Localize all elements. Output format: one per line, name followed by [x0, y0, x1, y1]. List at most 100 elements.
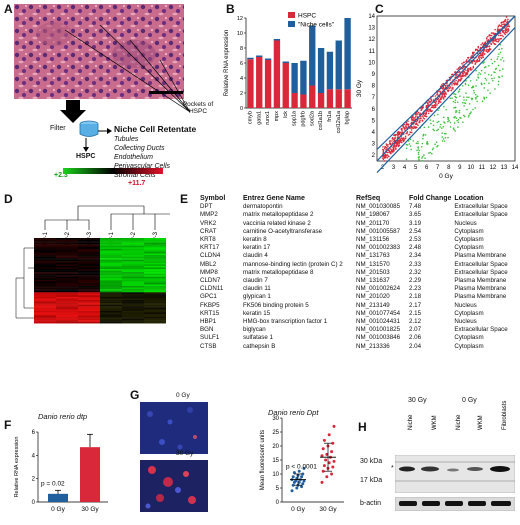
- d-heatmap-cell: [100, 278, 122, 281]
- d-heatmap-cell: [122, 239, 144, 242]
- c-point-green: [458, 90, 460, 92]
- d-heatmap-cell: [122, 276, 144, 279]
- gene-cell-location: Extracellular Space: [454, 211, 508, 219]
- c-point-red: [393, 140, 395, 142]
- d-heatmap-cell: [56, 251, 78, 254]
- c-point-red: [451, 84, 453, 86]
- f-y-tick-label: 0: [32, 500, 36, 506]
- c-point-red: [483, 49, 486, 51]
- gene-cell-gene-name: matrix metallopeptidase 8: [243, 268, 314, 276]
- gene-cell-symbol: CLDN4: [200, 252, 221, 260]
- d-heatmap-cell: [34, 267, 56, 270]
- c-x-tick-label: 3: [392, 165, 396, 171]
- d-heatmap-cell: [122, 317, 144, 319]
- c-point-red: [419, 116, 422, 118]
- gene-cell-symbol: CRAT: [200, 227, 217, 235]
- f-pvalue: p = 0.02: [41, 481, 65, 488]
- c-point-green: [431, 148, 434, 151]
- c-point-green: [454, 99, 457, 101]
- c-point-green: [459, 95, 461, 97]
- c-point-red: [472, 52, 475, 55]
- d-heatmap-cell: [144, 303, 166, 305]
- gene-cell-gene-name: mannose-binding lectin (protein C) 2: [243, 260, 343, 268]
- c-point-green: [494, 88, 496, 90]
- d-heatmap-cell: [56, 245, 78, 248]
- d-heatmap-cell: [34, 270, 56, 273]
- d-heatmap-cell: [100, 276, 122, 279]
- c-point-red: [408, 133, 411, 136]
- d-heatmap-cell: [122, 313, 144, 316]
- c-point-red: [481, 42, 484, 44]
- d-heatmap-cell: [100, 312, 122, 315]
- d-heatmap-cell: [78, 241, 100, 243]
- chart-b-svg: 0 2 4 6 8 10 12 Relative RNA expression cmyb gata…: [224, 12, 352, 133]
- d-heatmap-cell: [122, 238, 144, 240]
- d-heatmap-cell: [122, 287, 144, 290]
- c-point-green: [502, 68, 504, 70]
- gene-cell-location: Cytoplasm: [454, 236, 484, 244]
- d-heatmap-cell: [100, 279, 122, 282]
- d-heatmap-cell: [100, 293, 122, 296]
- gene-cell-fold-change: 2.29: [409, 277, 422, 285]
- g-point: [291, 475, 295, 479]
- c-point-red: [439, 91, 442, 93]
- g-point: [332, 459, 336, 463]
- c-point-red: [494, 28, 496, 31]
- c-point-green: [475, 79, 478, 81]
- d-heatmap-cell: [78, 313, 100, 316]
- d-heatmap-cell: [34, 296, 56, 299]
- c-point-green: [416, 149, 418, 152]
- c-upper-line: [376, 15, 516, 150]
- d-heatmap-cell: [78, 255, 100, 257]
- gene-cell-gene-name: sulfatase 1: [243, 334, 273, 342]
- d-heatmap-cell: [34, 315, 56, 318]
- d-heatmap-cell: [56, 313, 78, 316]
- c-point-red: [382, 150, 385, 153]
- d-heatmap-cell: [56, 315, 78, 318]
- c-point-green: [501, 75, 503, 77]
- c-point-red: [405, 122, 408, 124]
- col-refseq: RefSeq: [356, 195, 381, 202]
- d-heatmap-cell: [144, 296, 166, 299]
- d-heatmap-cell: [122, 261, 144, 263]
- c-point-red: [415, 115, 417, 118]
- d-heatmap-cell: [122, 272, 144, 274]
- b-x-tick-label: lck: [283, 111, 289, 118]
- d-heatmap-cell: [34, 304, 56, 307]
- c-point-red: [441, 95, 444, 97]
- g-y-tick-label: 0: [276, 500, 280, 506]
- d-heatmap-cell: [122, 244, 144, 246]
- c-point-red: [490, 34, 493, 37]
- c-point-green: [449, 126, 452, 128]
- c-point-red: [415, 120, 418, 123]
- d-heatmap-cell: [122, 292, 144, 294]
- d-heatmap-cell: [78, 303, 100, 305]
- c-point-red: [436, 98, 439, 101]
- d-heatmap-cell: [56, 298, 78, 301]
- heatmap-d-svg: 30 Gy-130 Gy-230 Gy-30 Gy-10 Gy-20 Gy-3: [15, 205, 170, 324]
- c-point-green: [473, 89, 475, 92]
- c-point-red: [466, 56, 469, 59]
- c-point-red: [441, 87, 443, 90]
- d-heatmap-cell: [78, 292, 100, 294]
- d-heatmap-cell: [78, 273, 100, 276]
- d-heatmap-cell: [100, 267, 122, 270]
- c-point-green: [499, 51, 502, 54]
- b-legend-label: "Niche cells": [298, 22, 335, 29]
- c-point-red: [508, 25, 510, 27]
- d-heatmap-cell: [34, 281, 56, 284]
- g-img-bottom-label: 30 Gy: [176, 450, 194, 457]
- c-point-green: [461, 85, 464, 87]
- gene-cell-gene-name: matrix metallopeptidase 2: [243, 211, 314, 219]
- d-heatmap-cell: [100, 272, 122, 274]
- d-heatmap-cell: [56, 310, 78, 313]
- d-heatmap-cell: [144, 295, 166, 298]
- c-y-tick-label: 12: [368, 37, 375, 43]
- c-point-green: [464, 83, 467, 86]
- d-heatmap-cell: [56, 296, 78, 299]
- d-heatmap-cell: [144, 312, 166, 315]
- c-point-red: [405, 123, 408, 126]
- d-heatmap-cell: [78, 239, 100, 242]
- d-heatmap-cell: [122, 270, 144, 273]
- d-heatmap-cell: [78, 295, 100, 298]
